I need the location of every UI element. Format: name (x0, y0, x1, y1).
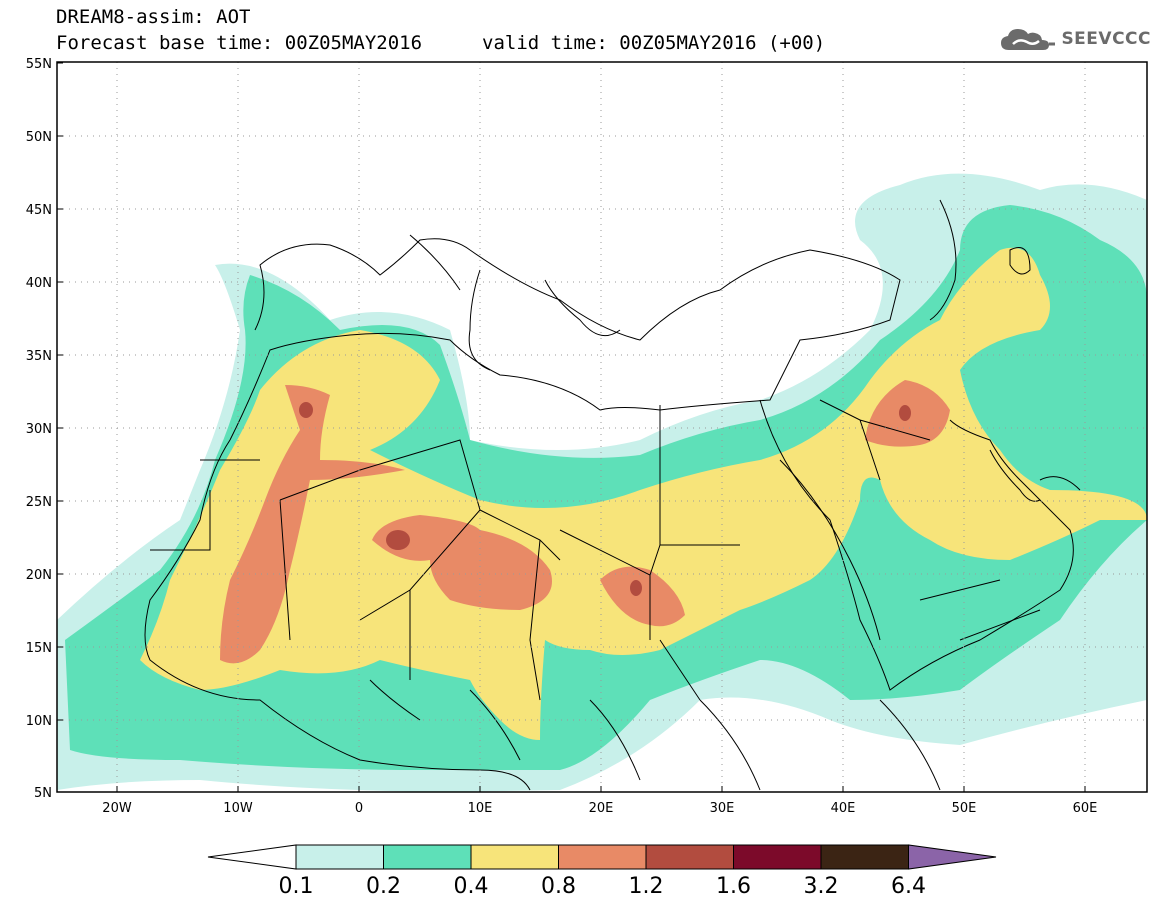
valid-time: valid time: 00Z05MAY2016 (+00) (482, 32, 826, 54)
lat-label: 10N (26, 714, 52, 729)
seevccc-logo: SEEVCCC (999, 26, 1151, 52)
colorbar-label: 0.2 (366, 874, 401, 899)
aot-field-0.8 (600, 566, 685, 627)
aot-field-0.8 (220, 385, 405, 664)
colorbar-segment (558, 844, 647, 870)
lat-label: 15N (26, 641, 52, 656)
colorbar-label: 0.4 (454, 874, 489, 899)
coastlines (144, 199, 1081, 791)
aot-field-1.2 (386, 530, 410, 550)
aot-field-1.2 (630, 580, 642, 596)
colorbar-label: 6.4 (891, 874, 926, 899)
lon-label: 10E (468, 801, 493, 816)
longitude-labels: 20W 10W 0 10E 20E 30E 40E 50E 60E (102, 801, 1097, 816)
colorbar-labels: 0.1 0.2 0.4 0.8 1.2 1.6 3.2 6.4 (279, 874, 927, 899)
axis-ticks (57, 62, 1086, 792)
aot-field-1.2 (299, 402, 313, 418)
lat-label: 40N (26, 276, 52, 291)
aot-field-1.2 (899, 405, 911, 421)
colorbar (207, 844, 997, 870)
lon-label: 20E (589, 801, 614, 816)
aot-field-0.4 (140, 247, 1147, 740)
lat-label: 20N (26, 568, 52, 583)
colorbar-segment (295, 844, 384, 870)
lat-label: 45N (26, 203, 52, 218)
lon-label: 20W (102, 801, 132, 816)
colorbar-label: 3.2 (804, 874, 839, 899)
lon-label: 40E (831, 801, 856, 816)
colorbar-segment (820, 844, 909, 870)
colorbar-segment-below (207, 844, 297, 870)
colorbar-segment (470, 844, 559, 870)
base-time: Forecast base time: 00Z05MAY2016 (56, 32, 423, 54)
lat-label: 5N (34, 786, 52, 801)
lat-label: 35N (26, 349, 52, 364)
aot-fields (57, 173, 1147, 792)
latitude-labels: 55N 50N 45N 40N 35N 30N 25N 20N 15N 10N … (26, 57, 52, 801)
colorbar-segment (383, 844, 472, 870)
aot-field-0.8 (372, 515, 552, 610)
map-frame (56, 61, 1148, 793)
lat-label: 55N (26, 57, 52, 72)
lat-label: 50N (26, 130, 52, 145)
lat-label: 30N (26, 422, 52, 437)
logo-text: SEEVCCC (1061, 29, 1151, 49)
lat-label: 25N (26, 495, 52, 510)
colorbar-segment (733, 844, 822, 870)
lon-label: 50E (952, 801, 977, 816)
colorbar-label: 0.8 (541, 874, 576, 899)
colorbar-label: 1.6 (716, 874, 751, 899)
colorbar-label: 0.1 (279, 874, 314, 899)
lon-label: 10W (223, 801, 253, 816)
colorbar-label: 1.2 (629, 874, 664, 899)
colorbar-segment-above (908, 844, 997, 870)
colorbar-segment (645, 844, 734, 870)
lon-label: 30E (710, 801, 735, 816)
lon-label: 60E (1073, 801, 1098, 816)
cloud-icon (1001, 29, 1056, 50)
lon-label: 0 (355, 801, 363, 816)
model-title: DREAM8-assim: AOT (56, 6, 251, 28)
